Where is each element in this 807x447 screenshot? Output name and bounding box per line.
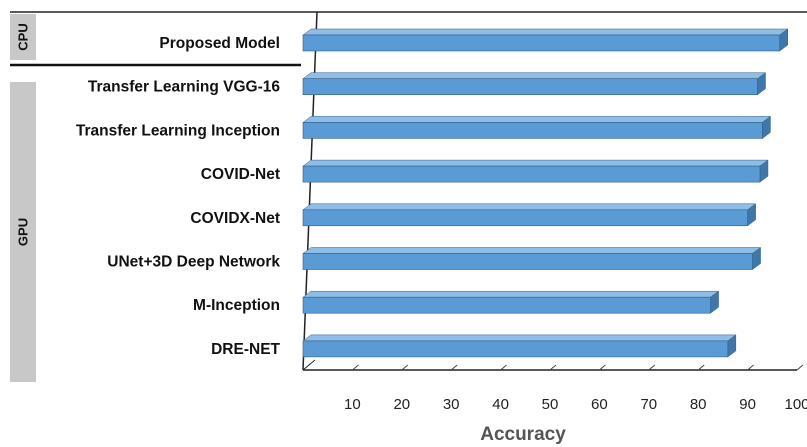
x-tick-label: 80 bbox=[690, 396, 707, 413]
group-label-cpu: CPU bbox=[16, 23, 31, 50]
x-tick-label: 90 bbox=[739, 396, 756, 413]
x-tick-label: 50 bbox=[542, 396, 559, 413]
bar bbox=[303, 248, 761, 270]
category-label: DRE-NET bbox=[211, 341, 280, 358]
bars bbox=[303, 29, 788, 357]
x-tick-label: 60 bbox=[591, 396, 608, 413]
category-label: COVID-Net bbox=[201, 166, 280, 183]
x-ticks: 10 20 30 40 50 60 70 80 90 100 bbox=[344, 396, 807, 413]
x-tick-label: 100 bbox=[784, 396, 807, 413]
x-tick-label: 10 bbox=[344, 396, 361, 413]
category-label: UNet+3D Deep Network bbox=[107, 254, 280, 271]
x-tick-label: 30 bbox=[443, 396, 460, 413]
x-tick-label: 20 bbox=[393, 396, 410, 413]
bar bbox=[303, 73, 765, 95]
bar bbox=[303, 29, 788, 51]
bar bbox=[303, 160, 768, 182]
x-tick-label: 70 bbox=[640, 396, 657, 413]
plot-frame bbox=[10, 12, 807, 370]
category-groups: CPU GPU bbox=[10, 14, 36, 382]
category-label: Transfer Learning VGG-16 bbox=[88, 79, 280, 96]
category-labels: Proposed Model Transfer Learning VGG-16 Tr… bbox=[76, 35, 281, 358]
bar bbox=[303, 116, 770, 138]
category-label: M-Inception bbox=[193, 297, 280, 314]
x-axis-title: Accuracy bbox=[480, 424, 566, 445]
group-label-gpu: GPU bbox=[16, 218, 31, 246]
x-tick-label: 40 bbox=[492, 396, 509, 413]
bar bbox=[303, 291, 719, 313]
bar bbox=[303, 335, 736, 357]
category-label: Transfer Learning Inception bbox=[76, 122, 280, 139]
bar bbox=[303, 204, 756, 226]
category-label: COVIDX-Net bbox=[190, 210, 280, 227]
category-label: Proposed Model bbox=[159, 35, 280, 52]
